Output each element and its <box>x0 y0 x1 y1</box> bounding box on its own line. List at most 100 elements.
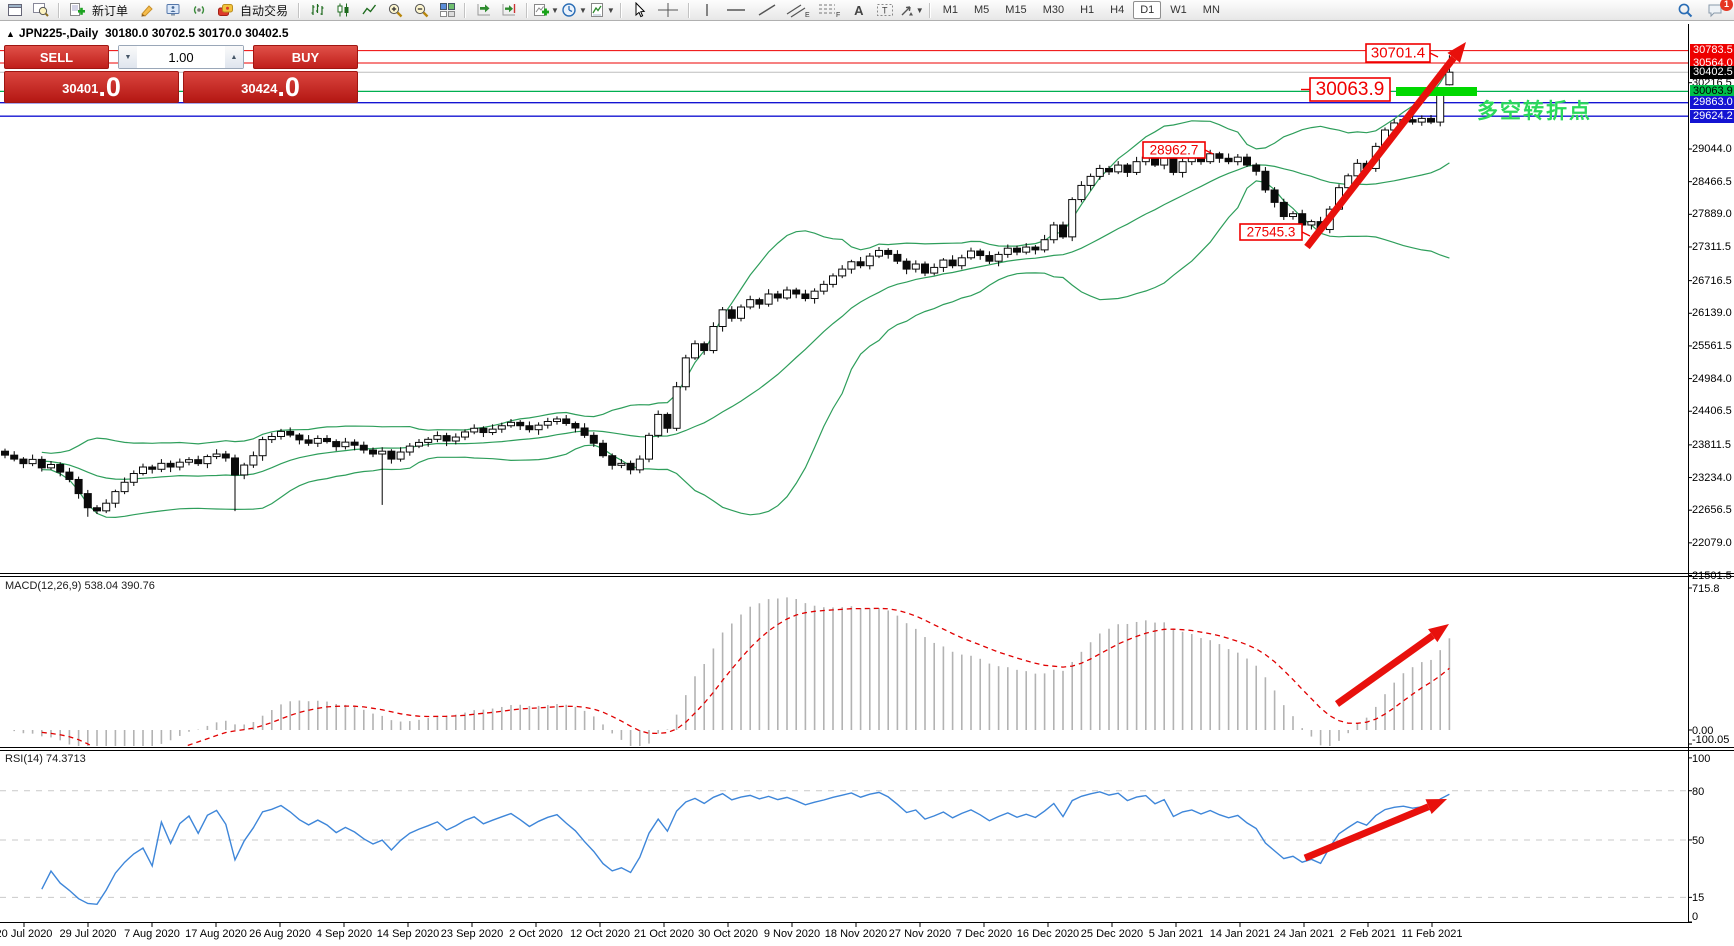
timeframe-d1[interactable]: D1 <box>1133 1 1162 19</box>
ohlc-readout: 30180.0 30702.5 30170.0 30402.5 <box>104 26 289 40</box>
macd-label: MACD(12,26,9) 538.04 390.76 <box>5 580 155 592</box>
svg-text:28962.7: 28962.7 <box>1150 143 1199 158</box>
date-axis-tick: 9 Nov 2020 <box>763 928 821 940</box>
candlestick-chart-button[interactable] <box>330 0 356 21</box>
collapse-marker-icon[interactable]: ▲ <box>6 29 15 39</box>
autoscroll-button[interactable] <box>470 0 496 21</box>
trend-arrow-annotation[interactable] <box>1334 624 1449 707</box>
date-axis-tick: 4 Sep 2020 <box>315 928 373 940</box>
symbol-period-label: JPN225-,Daily <box>18 26 99 40</box>
date-axis-tick: 14 Jan 2021 <box>1209 928 1271 940</box>
trend-arrow-annotation[interactable] <box>1304 42 1466 250</box>
timeframe-h1[interactable]: H1 <box>1080 4 1095 16</box>
price-axis-tick: 28466.5 <box>1692 175 1732 188</box>
buy-price-frac: .0 <box>277 72 300 102</box>
text-button[interactable]: A <box>854 2 864 18</box>
highlight-bar-annotation[interactable] <box>1396 87 1477 96</box>
price-callout-label[interactable]: 28962.7 <box>1142 141 1214 159</box>
price-axis-tick: 25561.5 <box>1692 339 1732 352</box>
date-axis-tick: 14 Sep 2020 <box>376 928 440 940</box>
sell-price-display[interactable]: 30401 .0 <box>4 71 179 103</box>
indicators-button[interactable]: ▼ <box>532 0 560 21</box>
text-label-button[interactable]: T <box>872 0 898 21</box>
buy-price-display[interactable]: 30424 .0 <box>183 71 358 103</box>
price-axis-tick: 26716.5 <box>1692 274 1732 287</box>
date-axis-tick: 27 Nov 2020 <box>888 928 952 940</box>
price-callout-label[interactable]: 30701.4 <box>1365 43 1439 63</box>
chat-button[interactable]: 1 <box>1702 0 1733 21</box>
date-axis-tick: 21 Oct 2020 <box>634 928 694 940</box>
toolbar-separator <box>58 2 60 18</box>
window-icon[interactable] <box>2 0 28 21</box>
price-tag: 30783.5 <box>1690 44 1734 58</box>
templates-button[interactable]: ▼ <box>588 0 616 21</box>
trendline-button[interactable] <box>752 0 782 21</box>
profiles-icon[interactable] <box>28 0 54 21</box>
toolbar-separator <box>928 2 931 18</box>
trend-arrow-annotation[interactable] <box>1303 799 1447 862</box>
date-axis-tick: 24 Jan 2021 <box>1273 928 1335 940</box>
vertical-line-button[interactable] <box>694 0 720 21</box>
crosshair-button[interactable] <box>652 0 684 21</box>
horizontal-line-button[interactable] <box>720 0 752 21</box>
periods-button[interactable]: ▼ <box>560 0 588 21</box>
timeframe-m15[interactable]: M15 <box>1005 4 1027 16</box>
autotrading-button[interactable] <box>212 0 238 21</box>
timeframe-m1[interactable]: M1 <box>942 4 958 16</box>
main-toolbar: 新订单 自动交易 ▼ ▼ <box>0 0 1734 21</box>
volume-decrease-button[interactable]: ▼ <box>119 46 137 68</box>
timeframe-m30[interactable]: M30 <box>1042 4 1065 16</box>
price-callout-label[interactable]: 27545.3 <box>1239 223 1311 241</box>
date-axis-tick: 16 Dec 2020 <box>1016 928 1080 940</box>
price-tag: 29863.0 <box>1690 96 1734 110</box>
notification-badge: 1 <box>1720 0 1733 11</box>
tile-windows-button[interactable] <box>434 0 460 21</box>
zoom-out-button[interactable] <box>408 0 434 21</box>
volume-input[interactable] <box>137 46 225 68</box>
price-axis-tick: 21501.5 <box>1692 569 1732 582</box>
volume-increase-button[interactable]: ▲ <box>225 46 243 68</box>
buy-button[interactable]: BUY <box>253 45 358 69</box>
price-axis-tick: 24984.0 <box>1692 372 1732 385</box>
line-chart-button[interactable] <box>356 0 382 21</box>
svg-text:30063.9: 30063.9 <box>1316 79 1385 100</box>
turning-point-annotation[interactable]: 多空转折点 <box>1477 100 1592 123</box>
price-axis-tick: 22656.5 <box>1692 504 1732 517</box>
terminal-icon[interactable] <box>160 0 186 21</box>
search-icon[interactable] <box>1672 0 1698 21</box>
timeframe-m5[interactable]: M5 <box>974 4 990 16</box>
bar-chart-button[interactable] <box>304 0 330 21</box>
price-axis-tick: 23234.0 <box>1692 471 1732 484</box>
rsi-axis-tick: 50 <box>1692 834 1705 847</box>
new-order-label[interactable]: 新订单 <box>92 3 129 18</box>
date-axis-tick: 2 Feb 2021 <box>1340 928 1396 940</box>
zoom-in-button[interactable] <box>382 0 408 21</box>
signals-icon[interactable] <box>186 0 212 21</box>
channel-button[interactable]: E <box>782 0 814 21</box>
autotrading-label[interactable]: 自动交易 <box>240 3 289 18</box>
new-order-button[interactable] <box>64 0 90 21</box>
timeframe-group: M1 M5 M15 M30 H1 H4 D1 W1 MN <box>935 1 1228 19</box>
rsi-axis-tick: 80 <box>1692 785 1705 798</box>
chart-title: ▲ JPN225-,Daily 30180.0 30702.5 30170.0 3… <box>6 26 289 40</box>
price-tag: 30063.9 <box>1690 84 1734 98</box>
timeframe-mn[interactable]: MN <box>1202 4 1220 16</box>
rsi-axis-tick: 15 <box>1692 892 1705 905</box>
cursor-button[interactable] <box>626 0 652 21</box>
price-tag: 29624.2 <box>1690 109 1734 123</box>
timeframe-w1[interactable]: W1 <box>1170 4 1187 16</box>
chart-shift-button[interactable] <box>496 0 522 21</box>
date-axis-tick: 2 Oct 2020 <box>509 928 563 940</box>
buy-price-main: 30424 <box>241 81 278 96</box>
channel-glyph: E <box>805 12 810 18</box>
sell-button[interactable]: SELL <box>4 45 109 69</box>
price-callout-label[interactable]: 30063.9 <box>1301 77 1391 102</box>
date-axis-tick: 7 Dec 2020 <box>955 928 1013 940</box>
metaeditor-icon[interactable] <box>134 0 160 21</box>
arrows-button[interactable]: ▼ <box>898 0 925 21</box>
fibonacci-button[interactable]: F <box>814 0 846 21</box>
rsi-label: RSI(14) 74.3713 <box>5 753 86 765</box>
price-axis-tick: 27311.5 <box>1692 240 1731 253</box>
timeframe-h4[interactable]: H4 <box>1110 4 1125 16</box>
